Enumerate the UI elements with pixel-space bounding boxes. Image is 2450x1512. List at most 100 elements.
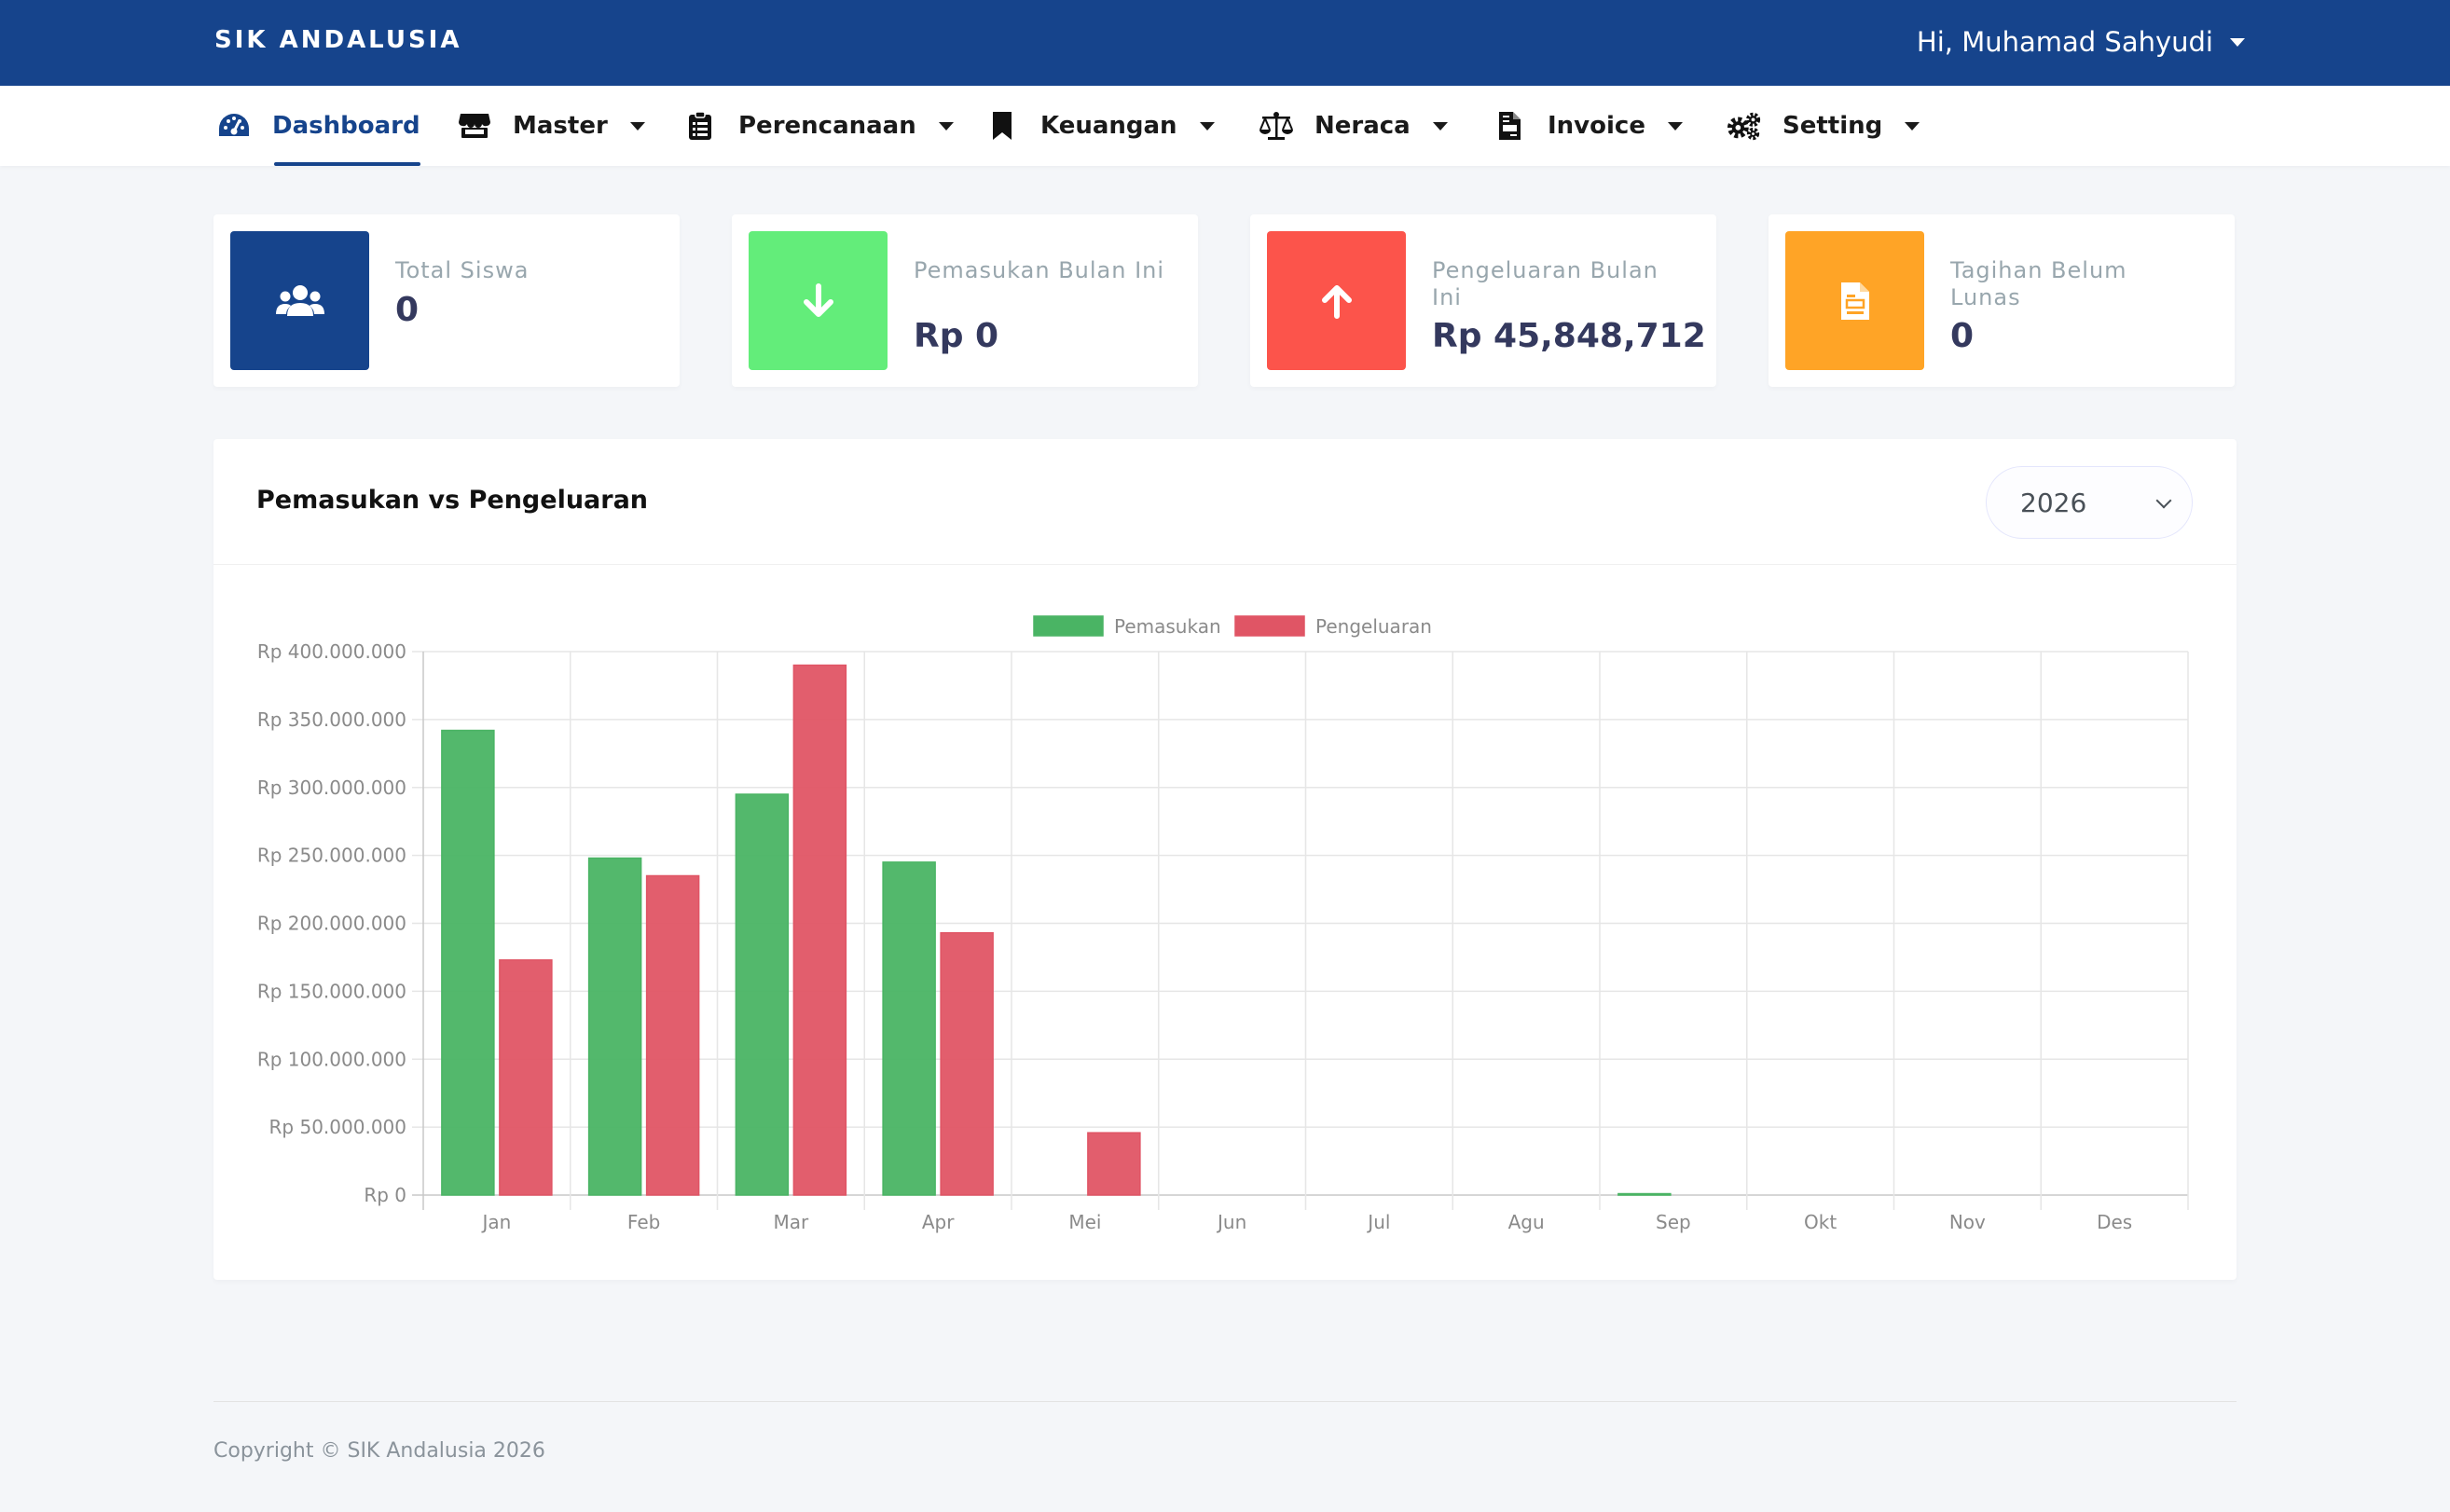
- caret-down-icon: [1432, 121, 1448, 131]
- chart-card-header: Pemasukan vs Pengeluaran 2026: [213, 439, 2237, 565]
- y-tick-label: Rp 50.000.000: [269, 1116, 406, 1138]
- bar-pengeluaran-mar: [792, 664, 847, 1196]
- stat-icon-box: [230, 231, 369, 370]
- stat-icon-box: [1785, 231, 1924, 370]
- caret-down-icon: [1667, 121, 1683, 131]
- stat-value: Rp 0: [914, 317, 999, 355]
- x-tick-label: Jul: [1366, 1211, 1390, 1233]
- caret-down-icon: [1905, 121, 1920, 131]
- nav-label: Master: [513, 112, 608, 140]
- legend-swatch: [1234, 615, 1305, 637]
- stat-card-tagihan: Tagihan Belum Lunas 0: [1769, 214, 2235, 387]
- nav-label: Neraca: [1314, 112, 1411, 140]
- x-tick-label: Feb: [627, 1211, 660, 1233]
- nav-label: Dashboard: [272, 112, 420, 140]
- nav-label: Invoice: [1548, 112, 1645, 140]
- y-tick-label: Rp 200.000.000: [257, 913, 406, 935]
- y-tick-label: Rp 100.000.000: [257, 1048, 406, 1070]
- balance-scale-icon: [1259, 108, 1294, 144]
- x-tick-label: Agu: [1508, 1211, 1545, 1233]
- nav-label: Perencanaan: [738, 112, 916, 140]
- bar-pengeluaran-apr: [940, 931, 994, 1196]
- stat-card-pemasukan: Pemasukan Bulan Ini Rp 0: [732, 214, 1198, 387]
- y-tick-label: Rp 150.000.000: [257, 980, 406, 1002]
- user-greeting: Hi, Muhamad Sahyudi: [1916, 26, 2213, 58]
- x-tick-label: Nov: [1949, 1211, 1986, 1233]
- bar-pemasukan-feb: [587, 857, 642, 1196]
- x-tick-label: Jun: [1216, 1211, 1246, 1233]
- file-invoice-icon: [1492, 108, 1527, 144]
- chart-bars: [441, 664, 1672, 1196]
- stat-value: Rp 45,848,712: [1432, 317, 1706, 355]
- brand-logo-text[interactable]: SIK ANDALUSIA: [214, 26, 462, 54]
- y-tick-label: Rp 350.000.000: [257, 708, 406, 731]
- nav-item-setting[interactable]: Setting: [1727, 86, 1920, 166]
- nav-item-dashboard[interactable]: Dashboard: [216, 86, 420, 166]
- nav-item-keuangan[interactable]: Keuangan: [984, 86, 1215, 166]
- nav-item-perencanaan[interactable]: Perencanaan: [682, 86, 954, 166]
- stat-label: Total Siswa: [395, 257, 530, 283]
- y-tick-label: Rp 300.000.000: [257, 777, 406, 799]
- caret-down-icon: [2230, 37, 2245, 47]
- bar-pemasukan-mar: [735, 793, 790, 1196]
- stat-label: Tagihan Belum Lunas: [1950, 257, 2127, 310]
- nav-label: Setting: [1782, 112, 1883, 140]
- nav-label: Keuangan: [1040, 112, 1177, 140]
- user-menu-toggle[interactable]: Hi, Muhamad Sahyudi: [1917, 26, 2245, 58]
- gears-icon: [1727, 108, 1762, 144]
- stat-label: Pengeluaran Bulan Ini: [1432, 257, 1659, 310]
- caret-down-icon: [938, 121, 954, 131]
- caret-down-icon: [629, 121, 645, 131]
- stat-label: Pemasukan Bulan Ini: [914, 257, 1165, 283]
- x-tick-label: Apr: [922, 1211, 955, 1233]
- stat-card-pengeluaran: Pengeluaran Bulan Ini Rp 45,848,712: [1250, 214, 1716, 387]
- users-icon: [275, 284, 324, 316]
- bar-pengeluaran-feb: [645, 874, 700, 1196]
- nav-item-invoice[interactable]: Invoice: [1492, 86, 1683, 166]
- x-tick-label: Mei: [1068, 1211, 1101, 1233]
- caret-down-icon: [1199, 121, 1215, 131]
- x-tick-label: Des: [2097, 1211, 2132, 1233]
- bar-pengeluaran-mei: [1087, 1132, 1141, 1196]
- bar-pemasukan-sep: [1617, 1192, 1672, 1196]
- chart-axes: Rp 0 Rp 50.000.000 Rp 100.000.000 Rp 150.00…: [257, 640, 2132, 1233]
- y-tick-label: Rp 0: [364, 1184, 406, 1206]
- nav-item-neraca[interactable]: Neraca: [1259, 86, 1448, 166]
- file-document-icon: [1840, 282, 1869, 320]
- legend-label: Pemasukan: [1114, 615, 1221, 638]
- bar-pemasukan-apr: [882, 861, 936, 1196]
- y-tick-label: Rp 250.000.000: [257, 845, 406, 867]
- legend-label: Pengeluaran: [1315, 615, 1432, 638]
- year-select-value: 2026: [2020, 487, 2087, 518]
- stat-value: 0: [1950, 317, 1975, 355]
- x-tick-label: Sep: [1656, 1211, 1691, 1233]
- x-tick-label: Okt: [1804, 1211, 1837, 1233]
- bar-pengeluaran-jan: [499, 959, 553, 1196]
- stat-card-total-siswa: Total Siswa 0: [213, 214, 680, 387]
- clipboard-list-icon: [682, 108, 718, 144]
- stat-icon-box: [1267, 231, 1406, 370]
- bar-pemasukan-jan: [441, 729, 495, 1196]
- legend-swatch: [1033, 615, 1104, 637]
- nav-item-master[interactable]: Master: [457, 86, 645, 166]
- chart-grid: [412, 651, 2189, 1210]
- chart-card-title: Pemasukan vs Pengeluaran: [256, 486, 649, 515]
- y-tick-label: Rp 400.000.000: [257, 640, 406, 663]
- footer-divider: [213, 1401, 2237, 1402]
- stat-value: 0: [395, 291, 420, 329]
- arrow-down-icon: [803, 282, 833, 317]
- dashboard-gauge-icon: [216, 108, 252, 144]
- year-select[interactable]: 2026: [1986, 466, 2193, 539]
- chart-card: Pemasukan vs Pengeluaran 2026 Pemasukan P…: [213, 439, 2237, 1280]
- bar-chart: Pemasukan Pengeluaran Rp 0Rp 50.000.000Rp…: [257, 615, 2189, 1233]
- x-tick-label: Jan: [480, 1211, 511, 1233]
- store-icon: [457, 108, 492, 144]
- footer-copyright: Copyright © SIK Andalusia 2026: [213, 1439, 545, 1463]
- bookmark-icon: [984, 108, 1020, 144]
- arrow-up-icon: [1321, 284, 1352, 319]
- x-tick-label: Mar: [774, 1211, 810, 1233]
- stat-icon-box: [749, 231, 888, 370]
- top-bar: SIK ANDALUSIA Hi, Muhamad Sahyudi: [0, 0, 2450, 86]
- main-navbar: Dashboard Master Perencanaan Keuangan Ne…: [0, 86, 2450, 166]
- chart-legend: Pemasukan Pengeluaran: [1033, 615, 1432, 638]
